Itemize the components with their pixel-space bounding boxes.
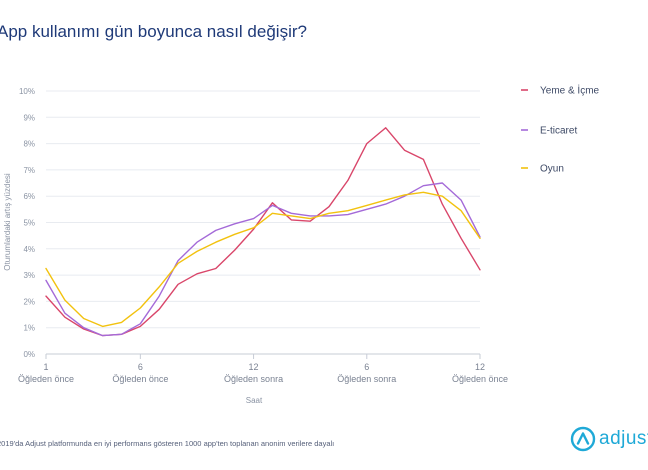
legend: Yeme & İçme E-ticaret Oyun	[521, 84, 600, 175]
y-tick-label: 6%	[23, 192, 35, 201]
x-tick-label: Öğleden önce	[452, 374, 508, 384]
y-tick-label: 4%	[23, 245, 35, 254]
x-axis-label: Saat	[246, 396, 263, 405]
legend-label: Oyun	[540, 164, 564, 175]
y-tick-label: 2%	[23, 297, 35, 306]
y-axis-label: Oturumlardaki artış yüzdesi	[3, 173, 12, 271]
legend-label: E-ticaret	[540, 126, 577, 137]
x-tick-labels: 1 Öğleden önce 6 Öğleden önce 12 Öğleden sonr…	[18, 354, 508, 384]
x-tick-label: Öğleden sonra	[337, 374, 396, 384]
y-tick-labels: 0% 1% 2% 3% 4% 5% 6% 7% 8% 9% 10%	[19, 87, 35, 359]
x-tick-number: 1	[43, 362, 48, 372]
footnote: 2019'da Adjust platformunda en iyi perfo…	[0, 439, 335, 448]
x-tick-number: 12	[475, 362, 485, 372]
series-lines	[45, 127, 481, 337]
adjust-logo-icon	[570, 426, 596, 452]
page-title: App kullanımı gün boyunca nasıl değişir?	[0, 22, 307, 41]
y-tick-label: 10%	[19, 87, 35, 96]
y-tick-label: 5%	[23, 219, 35, 228]
x-tick-label: Öğleden sonra	[224, 374, 283, 384]
series-line	[45, 127, 481, 337]
adjust-logo: adjust	[570, 426, 648, 452]
y-tick-label: 3%	[23, 271, 35, 280]
x-tick-label: Öğleden önce	[112, 374, 168, 384]
y-tick-label: 0%	[23, 350, 35, 359]
series-line	[45, 182, 481, 337]
grid-lines	[46, 90, 480, 355]
legend-label: Yeme & İçme	[540, 84, 600, 97]
x-tick-number: 6	[138, 362, 143, 372]
x-tick-number: 12	[249, 362, 259, 372]
brand-name: adjust	[599, 428, 648, 449]
y-tick-label: 8%	[23, 140, 35, 149]
y-tick-label: 9%	[23, 113, 35, 122]
series-line	[45, 191, 481, 328]
y-tick-label: 7%	[23, 166, 35, 175]
x-tick-number: 6	[364, 362, 369, 372]
x-tick-label: Öğleden önce	[18, 374, 74, 384]
y-tick-label: 1%	[23, 324, 35, 333]
